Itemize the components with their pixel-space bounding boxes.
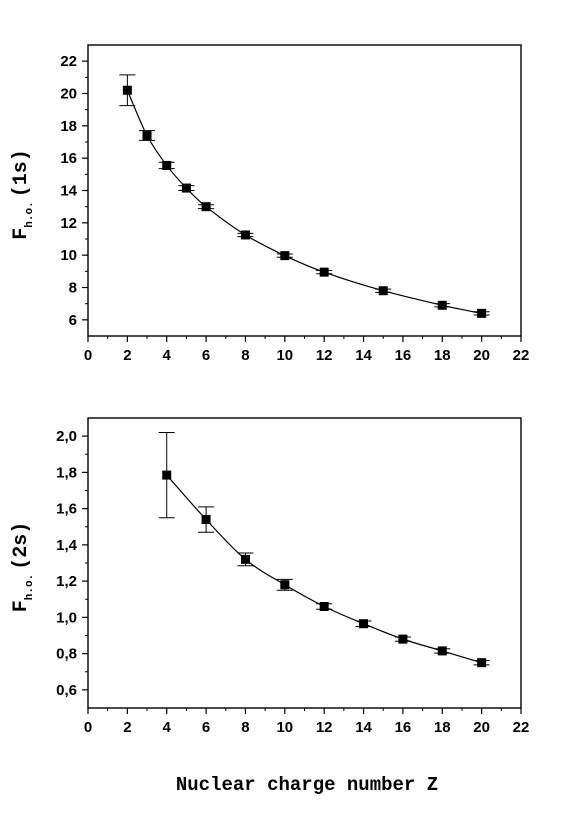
x-tick-label: 14: [355, 347, 372, 364]
x-tick-label: 8: [241, 719, 249, 736]
y-tick-label: 8: [69, 280, 77, 297]
x-tick-label: 6: [202, 719, 210, 736]
y-tick-label: 6: [69, 312, 77, 329]
data-point: [240, 554, 250, 564]
data-point: [240, 230, 250, 240]
x-tick-label: 16: [395, 719, 412, 736]
data-point: [201, 202, 211, 212]
plot-frame: [87, 417, 522, 709]
data-point: [162, 160, 172, 170]
x-tick-label: 0: [84, 347, 92, 364]
y-tick-label: 1,6: [56, 501, 77, 518]
x-tick-label: 14: [355, 719, 372, 736]
panel-1s: 0 2 4 6 8 10 12 14 16 18 20 22 6 8 10 12 14 16 18 20 22 Fh.o.…: [10, 44, 530, 364]
y-tick-label: 1,4: [56, 537, 78, 554]
data-point: [477, 308, 487, 318]
y-tick-label: 14: [60, 183, 77, 200]
y-tick-label: 12: [60, 215, 77, 232]
x-tick-label: 18: [434, 347, 451, 364]
y-tick-label: 1,8: [56, 464, 77, 481]
y-tick-label: 0,8: [56, 646, 77, 663]
y-tick-label: 2,0: [56, 428, 77, 445]
y-axis-label-sub: h.o.: [24, 201, 36, 227]
x-tick-label: 10: [276, 719, 293, 736]
data-point: [201, 515, 211, 524]
data-point: [398, 634, 408, 644]
data-point: [162, 470, 172, 480]
y-axis-label-tail: (2s): [10, 522, 33, 570]
x-tick-label: 22: [513, 347, 530, 364]
fit-curve: [126, 90, 482, 314]
panel-2s: 0 2 4 6 8 10 12 14 16 18 20 22 0,6 0,8 1,0 1,2 1,4 1,6 1,8…: [10, 417, 530, 736]
data-point: [437, 646, 447, 656]
data-point: [122, 85, 132, 95]
data-point: [181, 183, 191, 193]
data-point: [477, 658, 487, 668]
x-tick-label: 6: [202, 347, 210, 364]
y-axis-label-sub: h.o.: [24, 574, 36, 600]
x-tick-label: 8: [241, 347, 249, 364]
y-tick-label: 10: [60, 247, 77, 264]
x-tick-label: 20: [473, 719, 490, 736]
y-tick-label: 20: [60, 86, 77, 103]
x-tick-label: 2: [123, 719, 131, 736]
x-tick-label: 22: [513, 719, 530, 736]
y-tick-label: 18: [60, 118, 77, 135]
x-axis-label: Nuclear charge number Z: [176, 774, 438, 796]
y-axis-label-main: F: [10, 228, 33, 240]
x-tick-label: 16: [395, 347, 412, 364]
y-tick-label: 0,6: [56, 682, 77, 699]
x-tick-label: 4: [163, 719, 172, 736]
data-point: [437, 300, 447, 310]
x-tick-label: 20: [473, 347, 490, 364]
data-point: [280, 580, 290, 590]
y-axis-label-main: F: [10, 600, 33, 612]
fit-curve: [166, 474, 482, 664]
data-point: [319, 267, 329, 277]
y-tick-label: 1,2: [56, 573, 77, 590]
y-axis-label-tail: (1s): [10, 149, 33, 197]
data-point: [378, 286, 388, 296]
x-tick-label: 0: [84, 719, 92, 736]
data-point: [280, 251, 290, 261]
plot-frame: [87, 44, 522, 337]
y-axis-label: Fh.o. (2s): [10, 522, 36, 612]
y-tick-label: 1,0: [56, 609, 77, 626]
x-tick-label: 12: [316, 347, 333, 364]
x-tick-label: 12: [316, 719, 333, 736]
data-point: [359, 619, 369, 629]
x-tick-label: 2: [123, 347, 131, 364]
x-tick-label: 10: [276, 347, 293, 364]
y-tick-label: 16: [60, 150, 77, 167]
y-tick-label: 22: [60, 53, 77, 70]
x-tick-label: 4: [163, 347, 172, 364]
data-point: [319, 602, 329, 611]
y-axis-label: Fh.o. (1s): [10, 149, 36, 239]
data-point: [142, 131, 152, 141]
x-tick-label: 18: [434, 719, 451, 736]
